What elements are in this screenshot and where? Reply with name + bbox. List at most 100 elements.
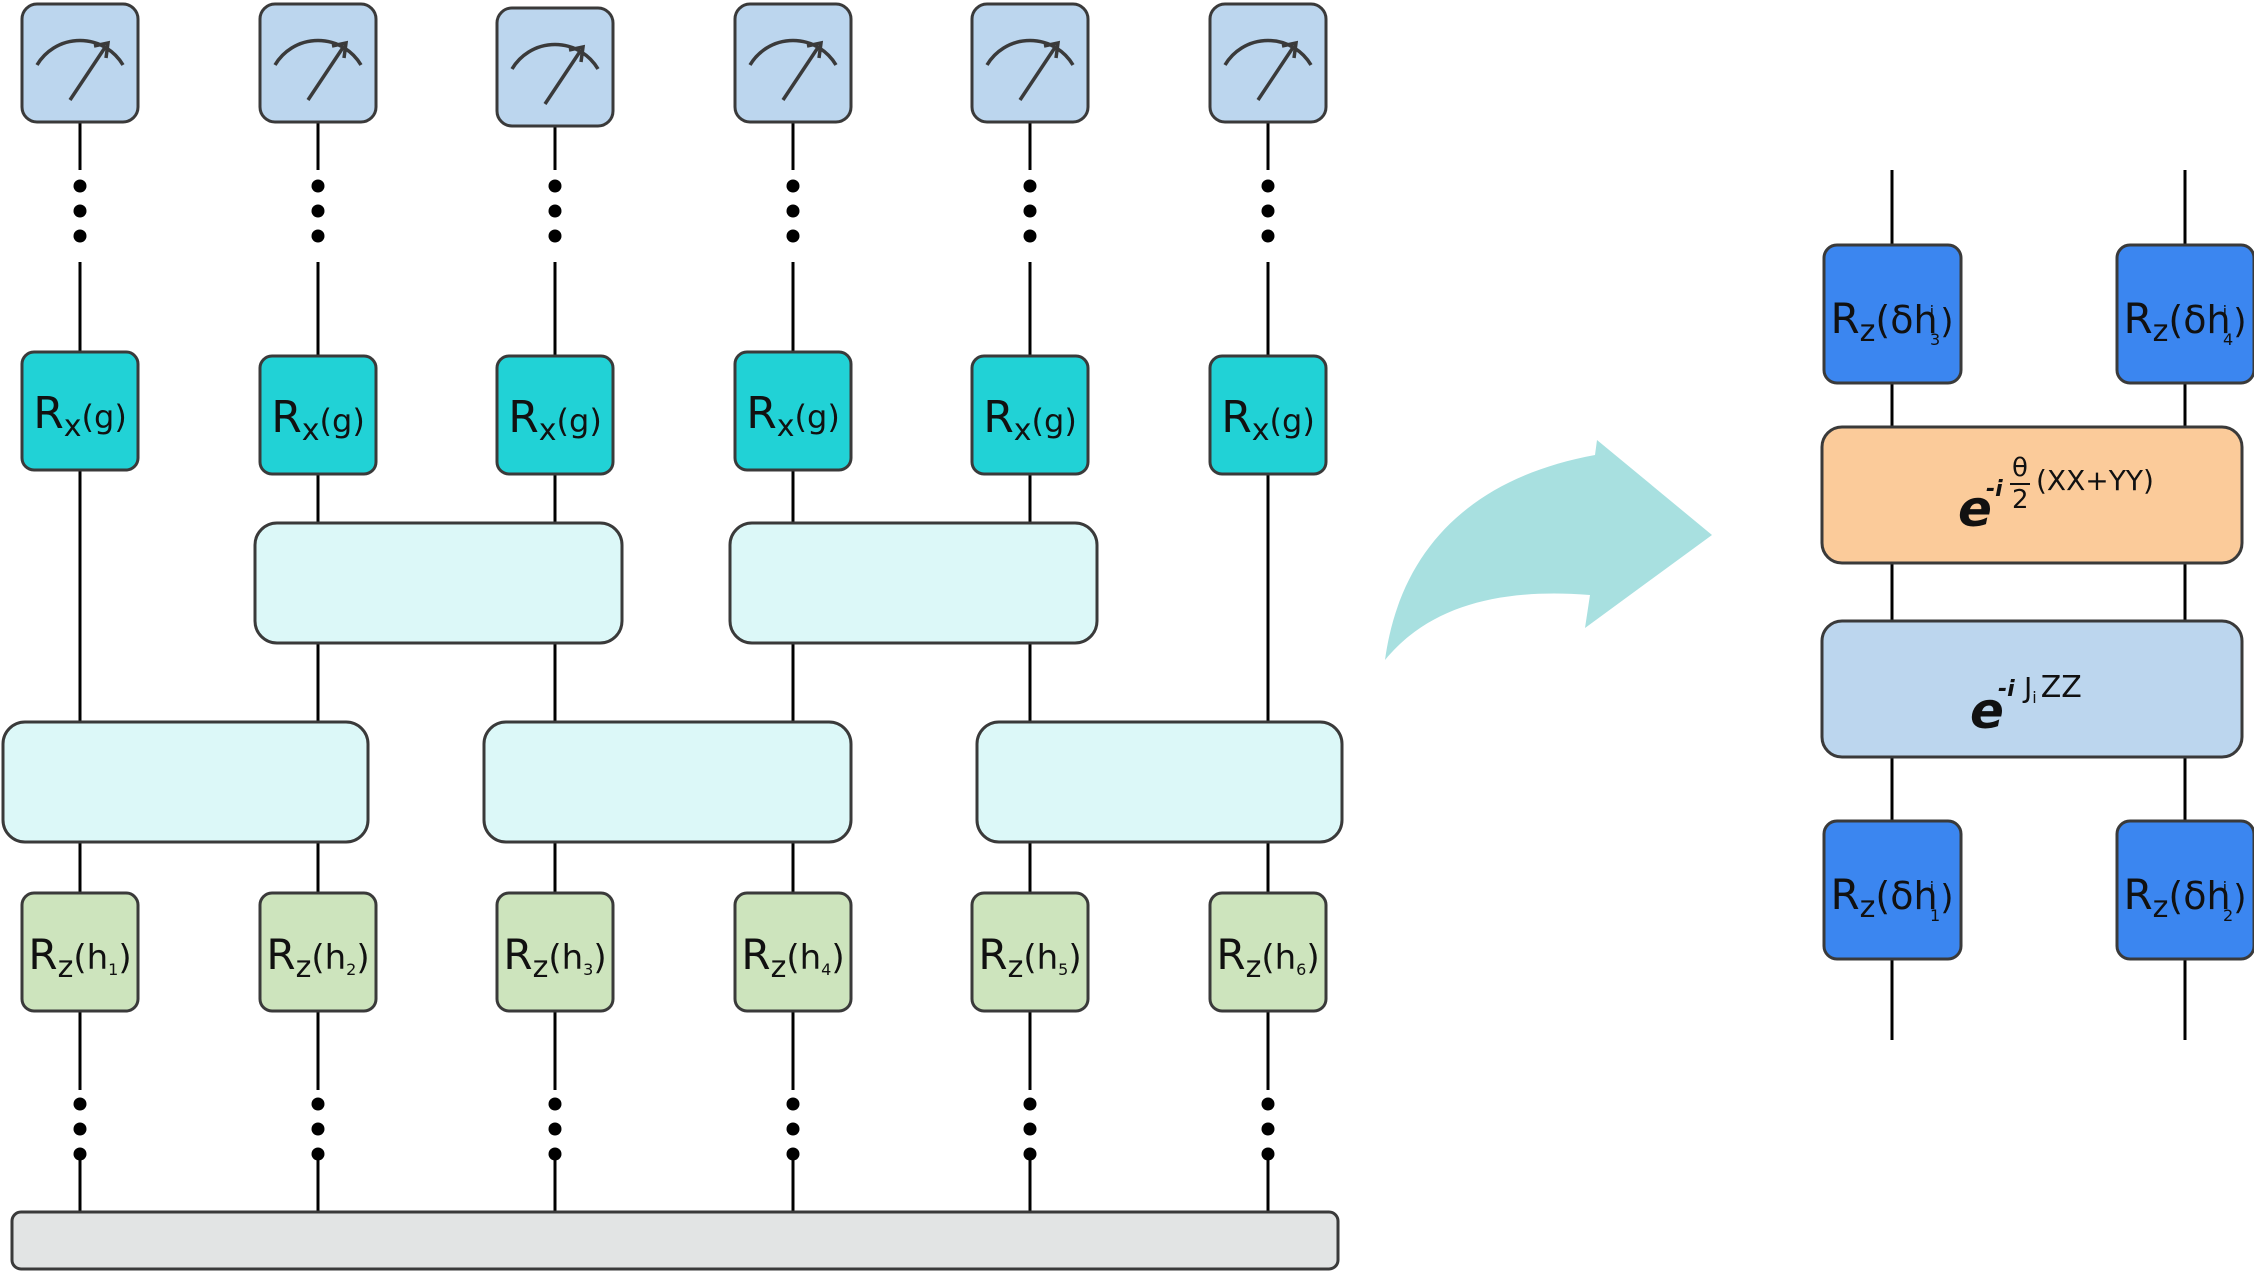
label-part: 3 xyxy=(1930,330,1940,349)
label-part: z xyxy=(771,950,787,985)
label-part: x xyxy=(1014,413,1032,448)
continuation-dot xyxy=(786,1147,800,1161)
rz-gate xyxy=(733,891,853,1013)
rz-gate-label: Rz(h1) xyxy=(28,930,131,985)
field-rotation-label: Rz(δhi 1) xyxy=(1830,870,1953,925)
rz-gate-label: Rz(h4) xyxy=(741,930,844,985)
label-part: z xyxy=(2153,314,2169,349)
measurement-box xyxy=(970,2,1090,124)
meter-needle xyxy=(1018,45,1058,101)
label-part: i xyxy=(2032,688,2036,707)
label-part: x xyxy=(302,413,320,448)
continuation-dot xyxy=(1261,229,1275,243)
continuation-dot xyxy=(548,1147,562,1161)
label-part: ) xyxy=(831,938,844,978)
label-part: ) xyxy=(2233,302,2246,342)
rx-gate-label: Rx(g) xyxy=(746,388,840,444)
label-part: z xyxy=(533,950,549,985)
label-part: ZZ xyxy=(2041,670,2082,705)
rz-gate-label: Rz(h2) xyxy=(266,930,369,985)
zz-interaction-gate xyxy=(1820,619,2244,759)
label-part: ) xyxy=(1068,938,1081,978)
label-part: ) xyxy=(2233,878,2246,918)
label-part: R xyxy=(508,392,539,443)
continuation-dot xyxy=(73,1097,87,1111)
meter-icon xyxy=(35,38,125,66)
rx-gate xyxy=(20,350,140,472)
measurement-box xyxy=(495,6,615,128)
rz-gate xyxy=(495,891,615,1013)
continuation-dot xyxy=(1023,1147,1037,1161)
label-part: 1 xyxy=(108,960,118,979)
label-part: R xyxy=(503,930,532,979)
continuation-dot xyxy=(548,204,562,218)
continuation-dot xyxy=(548,1122,562,1136)
label-part: (g) xyxy=(1270,402,1315,440)
label-part: 4 xyxy=(821,960,831,979)
label-part: R xyxy=(1830,870,1859,919)
label-part: R xyxy=(741,930,770,979)
label-part: x xyxy=(539,413,557,448)
label-part: (g) xyxy=(795,398,840,436)
rx-gate xyxy=(258,354,378,476)
meter-icon xyxy=(748,38,838,66)
meter-needle xyxy=(543,49,583,105)
measurement-box xyxy=(20,2,140,124)
two-qubit-gate-box xyxy=(253,521,624,645)
label-part: 4 xyxy=(2223,330,2233,349)
continuation-dot xyxy=(73,204,87,218)
label-part: (h xyxy=(1261,938,1296,978)
label-part: R xyxy=(746,388,777,439)
two-qubit-gate-box xyxy=(1,720,370,844)
continuation-dot xyxy=(548,179,562,193)
rx-gate xyxy=(970,354,1090,476)
continuation-dot xyxy=(1261,204,1275,218)
field-rotation-label: Rz(δhi 3) xyxy=(1830,294,1953,349)
label-part: (h xyxy=(311,938,346,978)
meter-icon xyxy=(510,42,600,70)
label-part: R xyxy=(1221,392,1252,443)
continuation-dot xyxy=(1261,179,1275,193)
gate-labels: Rx(g) Rx(g) Rx(g) Rx(g) Rx(g) Rx(g)Rz(h1) Rz(h… xyxy=(28,294,2246,985)
label-part: i xyxy=(2223,302,2227,321)
label-part: 2 xyxy=(346,960,356,979)
rz-gate-label: Rz(h5) xyxy=(978,930,1081,985)
rz-gate xyxy=(20,891,140,1013)
label-part: (h xyxy=(1023,938,1058,978)
label-part: z xyxy=(2153,890,2169,925)
two-qubit-gate-box xyxy=(728,521,1099,645)
label-part: x xyxy=(777,409,795,444)
meter-icon xyxy=(273,38,363,66)
continuation-dot xyxy=(1261,1097,1275,1111)
continuation-dot xyxy=(311,1122,325,1136)
measurement-box xyxy=(733,2,853,124)
meter-needle-head xyxy=(1281,40,1299,59)
rx-gate-label: Rx(g) xyxy=(508,392,602,448)
meter-needle-head xyxy=(806,40,824,59)
label-part: J xyxy=(2022,671,2032,704)
label-part: R xyxy=(978,930,1007,979)
rz-gate-label: Rz(h6) xyxy=(1216,930,1319,985)
meter-needle xyxy=(1256,45,1296,101)
label-part: 5 xyxy=(1058,960,1068,979)
label-part: ) xyxy=(1940,302,1953,342)
field-rotation-label: Rz(δhi 4) xyxy=(2123,294,2246,349)
continuation-dot xyxy=(786,1122,800,1136)
label-part: (g) xyxy=(82,398,127,436)
label-part: R xyxy=(266,930,295,979)
continuation-dot xyxy=(1023,1097,1037,1111)
field-rotation-gate xyxy=(1822,243,1963,385)
meter-needle-head xyxy=(568,44,586,63)
continuation-dot xyxy=(73,179,87,193)
rx-gate-label: Rx(g) xyxy=(983,392,1077,448)
label-part: z xyxy=(1246,950,1262,985)
continuation-dot xyxy=(1261,1122,1275,1136)
zz-gate-exponent: Ji ZZ xyxy=(2022,670,2082,707)
hopping-gate-suffix: (XX+YY) xyxy=(2036,464,2154,497)
continuation-dot xyxy=(786,204,800,218)
hopping-gate-prefix: -i xyxy=(1986,477,2003,502)
label-part: (δh xyxy=(1875,298,1937,342)
label-part: i xyxy=(1930,302,1934,321)
continuation-dot xyxy=(1023,179,1037,193)
